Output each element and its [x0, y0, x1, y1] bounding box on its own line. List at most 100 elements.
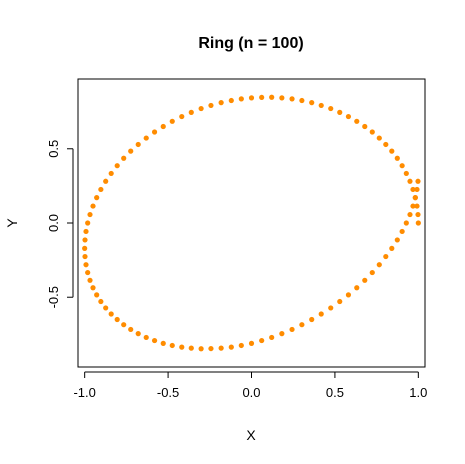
x-tick-label: -0.5: [157, 385, 179, 400]
data-point: [318, 311, 324, 317]
data-point: [218, 100, 224, 106]
data-point: [179, 344, 185, 350]
data-point: [289, 96, 295, 102]
data-point: [399, 228, 405, 235]
data-point: [179, 113, 185, 120]
data-point: [135, 331, 141, 337]
data-point: [394, 237, 400, 243]
data-point: [90, 285, 96, 291]
data-point: [143, 135, 149, 141]
data-point: [394, 155, 400, 161]
data-point: [114, 316, 120, 323]
data-point: [108, 311, 114, 317]
data-point: [228, 97, 234, 104]
data-point: [238, 96, 244, 102]
data-point: [160, 123, 166, 130]
data-point: [403, 170, 409, 177]
x-tick-label: -1.0: [73, 385, 95, 400]
data-point: [218, 345, 224, 351]
data-point: [108, 170, 114, 177]
data-point: [337, 109, 343, 115]
data-point: [121, 322, 127, 328]
data-point: [269, 334, 275, 341]
data-point: [160, 340, 166, 346]
data-point: [279, 95, 285, 101]
data-point: [188, 345, 194, 351]
data-point: [87, 277, 93, 283]
x-axis: -1.0 -0.5 0.0 0.5 1.0: [73, 371, 427, 400]
data-point: [248, 340, 255, 346]
data-point: [403, 220, 409, 226]
data-point: [188, 109, 194, 115]
data-point: [169, 342, 175, 349]
data-point: [151, 337, 158, 344]
y-axis: -0.5 0.0 0.5: [46, 140, 74, 308]
data-point: [414, 186, 420, 193]
data-point: [208, 102, 214, 109]
data-point: [143, 334, 149, 341]
data-point: [248, 95, 255, 101]
data-point: [412, 195, 418, 201]
data-point: [208, 345, 214, 352]
data-point: [85, 220, 91, 226]
data-point: [345, 113, 352, 120]
y-tick-label: 0.0: [46, 214, 61, 232]
data-points: [82, 94, 421, 352]
data-point: [103, 305, 109, 311]
data-point: [82, 237, 88, 243]
data-point: [135, 141, 141, 148]
data-point: [389, 245, 395, 251]
data-point: [87, 211, 93, 218]
data-point: [82, 253, 88, 260]
data-point: [228, 344, 234, 350]
data-point: [289, 326, 295, 333]
data-point: [415, 178, 421, 184]
y-tick-label: -0.5: [46, 286, 61, 308]
data-point: [337, 298, 343, 305]
data-point: [238, 342, 244, 349]
x-tick-label: 1.0: [409, 385, 427, 400]
data-point: [83, 228, 89, 235]
data-point: [151, 129, 158, 135]
data-point: [376, 135, 382, 141]
data-point: [354, 118, 360, 124]
data-point: [354, 285, 360, 291]
data-point: [369, 129, 375, 135]
data-point: [299, 322, 305, 328]
data-point: [85, 269, 91, 276]
data-point: [318, 102, 324, 109]
data-point: [389, 148, 395, 154]
data-point: [328, 105, 334, 112]
data-point: [383, 253, 389, 260]
data-point: [82, 245, 88, 251]
data-point: [269, 94, 275, 100]
data-point: [407, 211, 413, 218]
data-point: [362, 277, 368, 283]
data-point: [399, 163, 405, 169]
x-tick-label: 0.5: [326, 385, 344, 400]
data-point: [114, 163, 120, 169]
data-point: [309, 100, 315, 106]
data-point: [362, 123, 368, 130]
data-point: [83, 262, 89, 268]
data-point: [345, 292, 352, 298]
data-point: [415, 220, 421, 226]
data-point: [169, 118, 175, 124]
data-point: [328, 305, 334, 311]
data-point: [94, 195, 100, 201]
data-point: [410, 186, 416, 193]
plot-frame: [77, 78, 426, 368]
data-point: [128, 148, 134, 154]
data-point: [415, 211, 421, 218]
data-point: [128, 326, 134, 333]
data-point: [103, 178, 109, 184]
x-tick-label: 0.0: [242, 385, 260, 400]
data-point: [309, 316, 315, 323]
data-point: [98, 298, 104, 305]
data-point: [94, 292, 100, 298]
data-point: [279, 331, 285, 337]
data-point: [259, 337, 265, 344]
y-axis-title: Y: [4, 218, 20, 228]
y-tick-label: 0.5: [46, 140, 61, 158]
data-point: [98, 186, 104, 193]
